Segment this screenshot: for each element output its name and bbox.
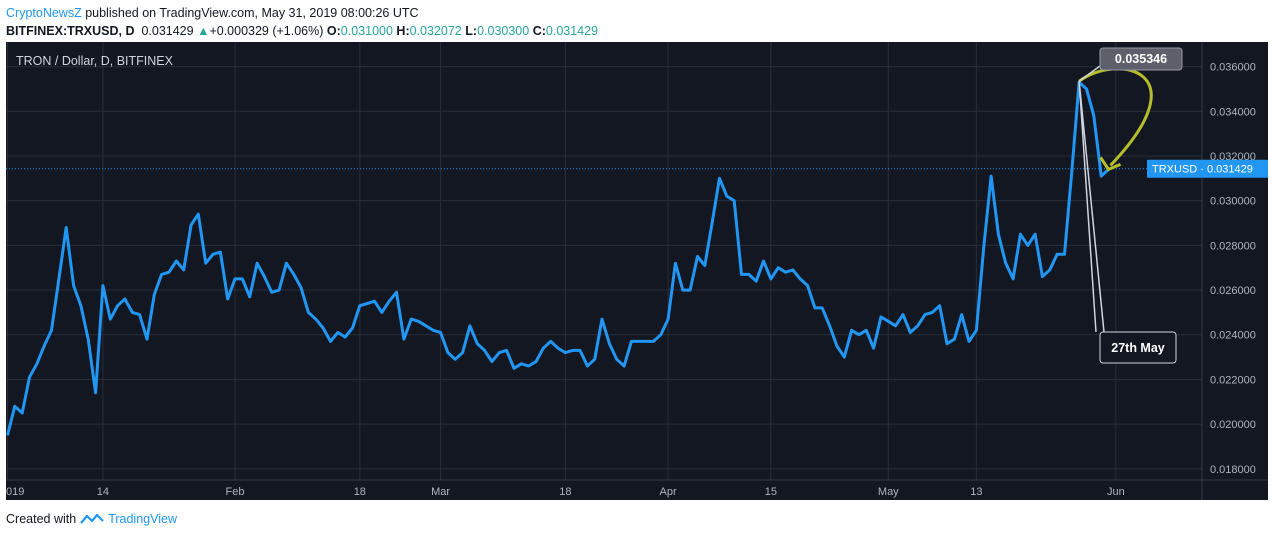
x-tick-label: May [878,486,899,498]
y-tick-label: 0.030000 [1210,196,1256,208]
ohlc-line: BITFINEX:TRXUSD, D 0.031429 ▲+0.000329 (… [6,22,598,40]
annotation-arrowhead [1099,156,1122,172]
x-tick-label: 019 [6,486,24,498]
symbol-label: BITFINEX:TRXUSD, D [6,24,135,38]
x-tick-label: 14 [97,486,109,498]
open-label: O: [326,24,341,38]
series-line-trxusd[interactable] [6,80,1110,436]
up-arrow-icon: ▲ [197,24,210,38]
close-label: C: [532,24,546,38]
author-link[interactable]: CryptoNewsZ [6,6,82,20]
price-axis[interactable]: 0.018000 0.020000 0.022000 0.024000 0.026000… [1210,62,1256,476]
chart-title: TRON / Dollar, D, BITFINEX [16,54,174,68]
x-tick-label: 18 [559,486,571,498]
last-price-tag-text: TRXUSD · 0.031429 [1152,164,1253,176]
y-tick-label: 0.036000 [1210,62,1256,74]
high-label: H: [396,24,410,38]
price-change: +0.000329 (+1.06%) [209,24,324,38]
x-tick-label: Mar [431,486,450,498]
published-text: published on TradingView.com, May 31, 20… [85,6,419,20]
last-price: 0.031429 [141,24,194,38]
peak-callout-leader [1078,65,1101,82]
publish-line: CryptoNewsZ published on TradingView.com… [6,4,598,22]
y-tick-label: 0.026000 [1210,285,1256,297]
grid-lines [6,42,1202,480]
peak-callout-box [1099,47,1183,71]
y-tick-label: 0.034000 [1210,106,1256,118]
price-chart[interactable]: 0.018000 0.020000 0.022000 0.024000 0.026000… [0,42,1274,502]
chart-header: CryptoNewsZ published on TradingView.com… [6,4,598,40]
date-callout-leader [1078,81,1105,333]
date-callout-box [1099,331,1177,364]
chart-background [6,42,1268,500]
x-tick-label: Jun [1107,486,1125,498]
time-axis[interactable]: 019 14 Feb 18 Mar 18 Apr 15 May 13 Jun [6,486,1125,498]
peak-callout-text: 0.035346 [1115,52,1167,66]
y-tick-label: 0.018000 [1210,464,1256,476]
high-value: 0.032072 [409,24,462,38]
x-tick-label: Feb [226,486,245,498]
x-tick-label: 15 [765,486,777,498]
x-tick-label: 13 [970,486,982,498]
low-label: L: [465,24,478,38]
open-value: 0.031000 [340,24,393,38]
x-tick-label: Apr [660,486,677,498]
created-with-text: Created with [6,512,77,526]
low-value: 0.030300 [477,24,530,38]
annotation-curve-arrow [1078,67,1153,167]
footer: Created with TradingView [6,512,177,526]
last-price-tag: TRXUSD · 0.031429 [1147,159,1268,178]
tradingview-logo-icon [80,513,104,524]
y-tick-label: 0.024000 [1210,330,1256,342]
x-tick-label: 18 [354,486,366,498]
annotations: 0.035346 27th May [1078,47,1183,364]
y-tick-label: 0.028000 [1210,240,1256,252]
date-callout-text: 27th May [1111,341,1165,355]
tradingview-link[interactable]: TradingView [108,512,177,526]
close-value: 0.031429 [545,24,599,38]
y-tick-label: 0.022000 [1210,374,1256,386]
y-tick-label: 0.020000 [1210,419,1256,431]
